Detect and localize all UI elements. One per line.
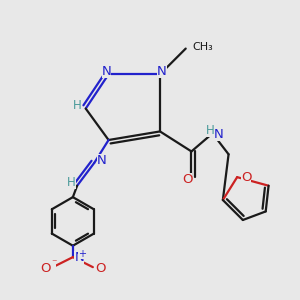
Text: N: N: [74, 250, 84, 264]
Text: O: O: [95, 262, 106, 275]
Text: O: O: [241, 171, 251, 184]
Text: H: H: [67, 176, 76, 189]
Text: H: H: [73, 99, 82, 112]
Text: N: N: [102, 65, 111, 79]
Text: O: O: [40, 262, 51, 275]
Text: N: N: [157, 65, 167, 79]
Text: H: H: [206, 124, 214, 137]
Text: ⁻: ⁻: [51, 259, 56, 269]
Text: N: N: [214, 128, 224, 141]
Text: +: +: [78, 249, 86, 259]
Text: O: O: [182, 173, 192, 186]
Text: N: N: [97, 154, 106, 167]
Text: CH₃: CH₃: [193, 42, 214, 52]
